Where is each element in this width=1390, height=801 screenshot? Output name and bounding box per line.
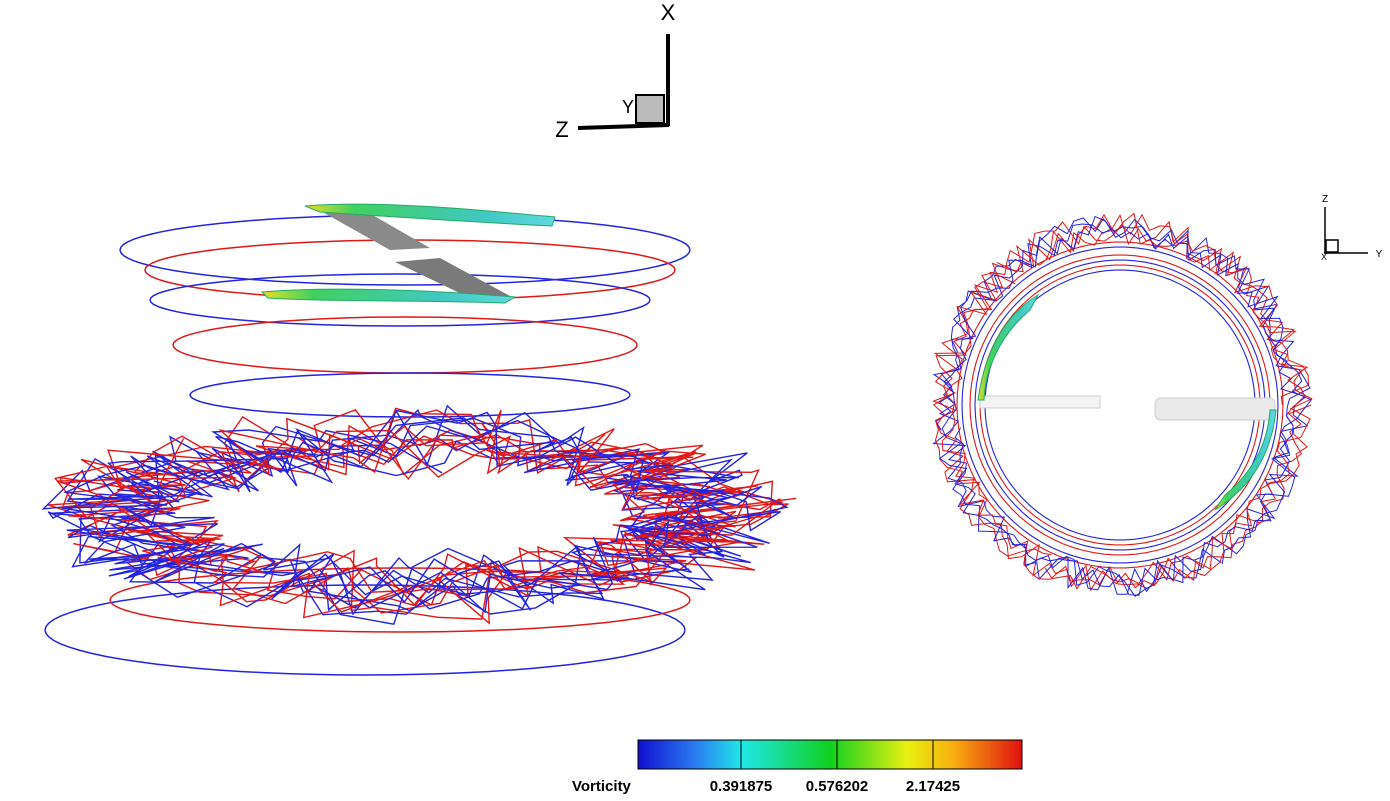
- colorbar-label: 0.576202: [806, 778, 869, 795]
- colorbar-label: 0.391875: [710, 778, 773, 795]
- streamline: [974, 259, 1266, 551]
- blade: [310, 205, 430, 250]
- streamline: [58, 409, 783, 625]
- rotor: [260, 203, 1277, 511]
- streamline: [66, 408, 725, 616]
- streamline: [935, 217, 1311, 595]
- axis-label: Z: [555, 117, 568, 142]
- colorbar: Vorticity 0.391875 0.576202 2.17425: [572, 739, 1023, 795]
- side-axis-triad: [1324, 207, 1368, 254]
- streamline: [189, 372, 631, 418]
- streamline: [56, 407, 781, 619]
- axis-label: X: [661, 0, 676, 25]
- streamline: [53, 409, 789, 614]
- colorbar-label: 2.17425: [906, 778, 960, 795]
- blade: [395, 258, 510, 298]
- streamlines: [41, 212, 1313, 676]
- colorbar-gradient: [637, 739, 1023, 770]
- blade: [1154, 397, 1276, 421]
- axis-triad: [577, 34, 670, 130]
- vortex-sheet: [304, 203, 556, 227]
- colorbar-title: Vorticity: [572, 778, 632, 795]
- vortex-sheet: [977, 293, 1040, 401]
- vortex-sheet: [1214, 409, 1277, 511]
- axis-label: Z: [1322, 194, 1328, 205]
- streamline: [969, 254, 1271, 556]
- streamline: [932, 212, 1313, 590]
- streamline: [149, 273, 651, 327]
- axis-label: Y: [622, 97, 634, 117]
- streamline: [172, 316, 638, 374]
- streamline: [961, 246, 1279, 564]
- axis-line: [577, 123, 670, 130]
- axis-cube: [635, 94, 665, 124]
- streamline: [933, 213, 1309, 589]
- streamline: [144, 239, 676, 301]
- vortex-sheet: [260, 288, 517, 304]
- blade: [979, 395, 1101, 409]
- axis-cube: [1325, 239, 1339, 253]
- axis-label: X: [1321, 252, 1327, 262]
- streamline: [938, 215, 1312, 597]
- streamline: [932, 213, 1312, 592]
- axis-label: Y: [1376, 249, 1383, 260]
- streamline: [44, 584, 686, 676]
- streamline: [61, 409, 781, 614]
- streamline: [47, 417, 789, 612]
